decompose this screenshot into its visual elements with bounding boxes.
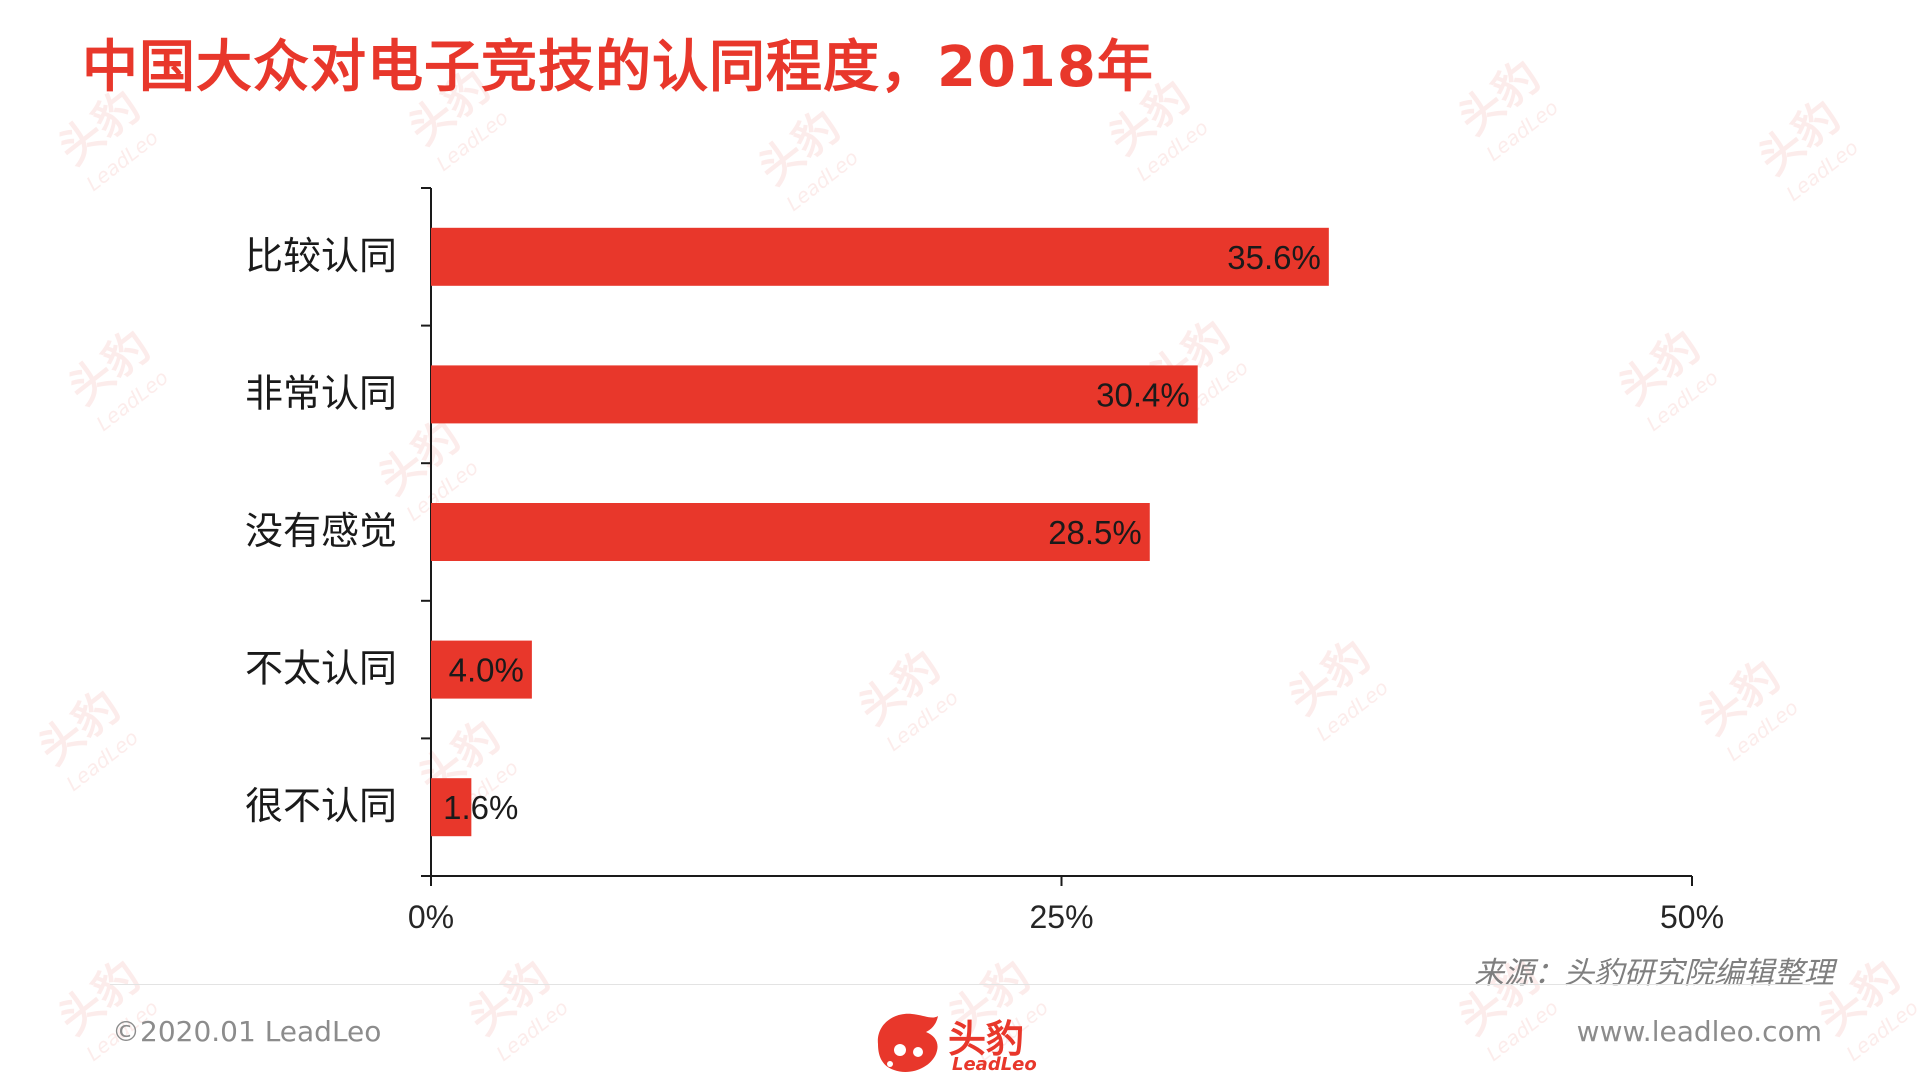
x-tick-label: 25% (1029, 899, 1093, 935)
data-label: 30.4% (1096, 376, 1190, 413)
logo-chinese-text: 头豹 (948, 1017, 1025, 1061)
category-label: 很不认同 (245, 784, 397, 828)
x-tick-label: 50% (1660, 899, 1724, 935)
data-label: 4.0% (449, 652, 524, 689)
website-text: www.leadleo.com (1576, 1015, 1822, 1048)
bar-chart: 0% 25% 50% 比较认同 35.6% 非常认同 30.4% 没有感觉 28.5% 不太认同 4… (245, 187, 1724, 935)
bar (431, 227, 1329, 286)
category-label: 没有感觉 (245, 509, 397, 553)
bar (431, 365, 1198, 424)
page-title: 中国大众对电子竞技的认同程度，2018年 (82, 35, 1154, 100)
data-label: 35.6% (1227, 239, 1321, 276)
logo-english-text: LeadLeo (952, 1054, 1037, 1075)
data-label: 28.5% (1048, 514, 1142, 551)
leadleo-logo: 头豹 LeadLeo (870, 1004, 1060, 1080)
category-label: 比较认同 (245, 234, 397, 278)
copyright-text: ©2020.01 LeadLeo (112, 1015, 382, 1048)
source-note: 来源：头豹研究院编辑整理 (1474, 956, 1834, 991)
bar (431, 778, 472, 837)
x-tick-label: 0% (408, 899, 454, 935)
bar (431, 640, 532, 699)
leopard-head-icon (877, 1013, 938, 1073)
category-label: 非常认同 (245, 371, 397, 415)
footer-divider (110, 984, 1810, 985)
bar (431, 503, 1150, 561)
watermark-subtext: LeadLeo (1841, 995, 1920, 1066)
watermark-subtext: LeadLeo (491, 995, 573, 1066)
category-label: 不太认同 (245, 647, 397, 691)
watermark-subtext: LeadLeo (1481, 995, 1563, 1066)
data-label: 1.6% (443, 789, 518, 826)
